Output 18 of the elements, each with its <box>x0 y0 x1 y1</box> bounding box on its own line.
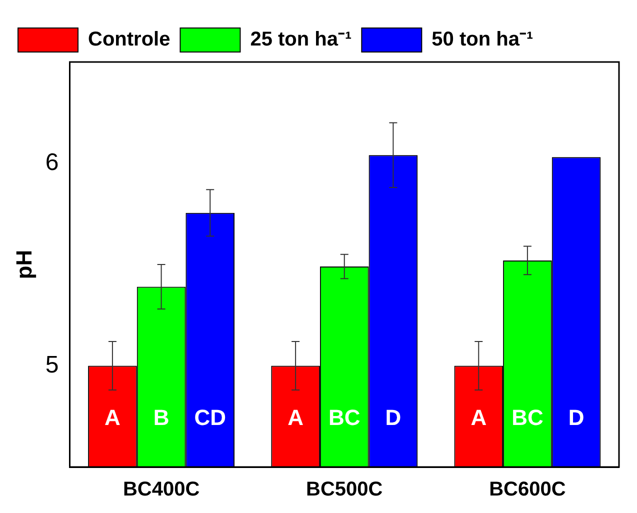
x-tick-label: BC400C <box>122 478 200 501</box>
legend-label: 50 ton ha⁻¹ <box>432 28 534 51</box>
x-tick-label: BC500C <box>306 478 383 501</box>
y-axis-title: pH <box>11 250 36 280</box>
y-tick-label: 5 <box>45 351 59 378</box>
legend-label: 25 ton ha⁻¹ <box>250 28 352 51</box>
y-tick-label: 6 <box>45 148 59 176</box>
data-label: CD <box>194 405 226 430</box>
data-label: D <box>568 405 584 430</box>
data-label: A <box>104 405 121 430</box>
data-label: B <box>153 405 170 430</box>
data-label: A <box>288 405 304 430</box>
data-label: BC <box>328 405 360 430</box>
data-label: BC <box>512 405 544 430</box>
data-label: A <box>470 405 487 430</box>
x-tick-label: BC600C <box>489 478 566 501</box>
legend-label: Controle <box>88 28 170 51</box>
data-label: D <box>385 405 402 430</box>
